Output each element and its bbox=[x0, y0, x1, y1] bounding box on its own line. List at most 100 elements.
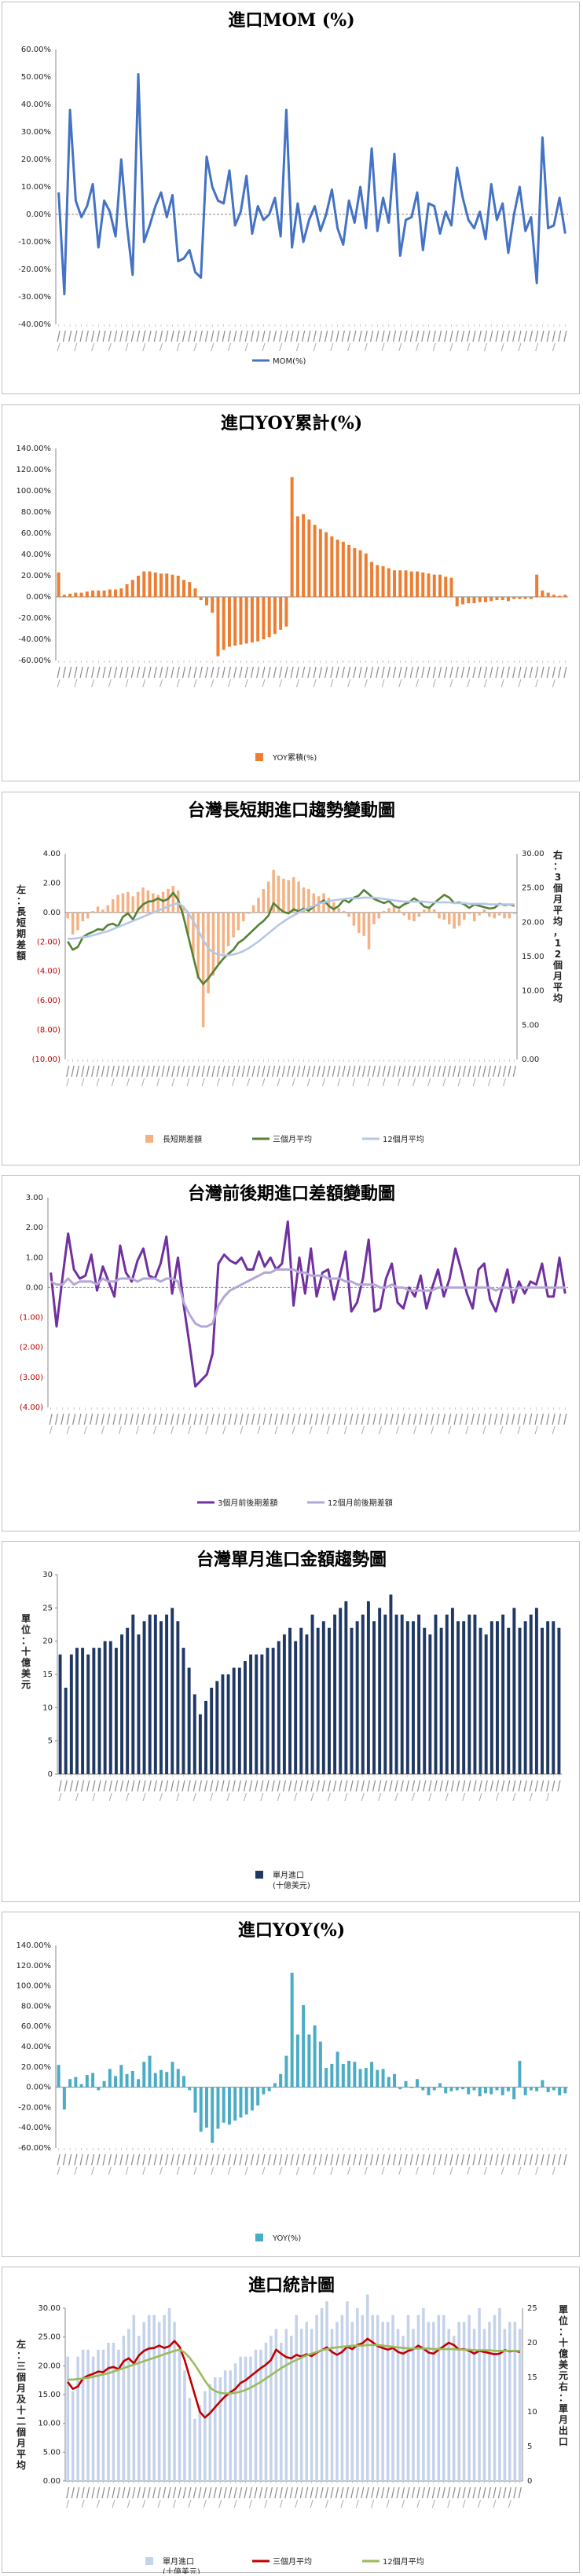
y-axis-label: 個 bbox=[16, 2371, 26, 2383]
bar bbox=[463, 912, 466, 920]
x-tick-label bbox=[211, 1065, 215, 1078]
x-tick-label bbox=[412, 1413, 417, 1425]
x-tick-label bbox=[66, 1065, 70, 1078]
x-tick-label bbox=[210, 1780, 214, 1792]
x-tick-label bbox=[192, 1792, 196, 1802]
bar bbox=[92, 1648, 96, 1774]
x-tick-label bbox=[381, 342, 385, 352]
x-tick-label bbox=[274, 2486, 278, 2499]
x-tick-label bbox=[431, 1425, 434, 1435]
x-tick-label bbox=[392, 1065, 396, 1078]
x-tick-label bbox=[240, 1413, 244, 1425]
x-tick-label bbox=[264, 2486, 268, 2499]
y-tick-label: 2.00 bbox=[26, 1224, 43, 1232]
x-tick-label bbox=[455, 2153, 459, 2166]
bar bbox=[122, 2336, 126, 2481]
x-tick-label bbox=[163, 2486, 167, 2499]
x-tick-label bbox=[271, 1780, 275, 1792]
x-tick-label bbox=[86, 2486, 90, 2499]
bar bbox=[416, 571, 420, 597]
bar bbox=[165, 2072, 169, 2088]
x-tick-label bbox=[193, 2166, 197, 2175]
y-tick-label: 60.00% bbox=[21, 529, 51, 538]
x-tick-label bbox=[507, 1780, 511, 1792]
bar bbox=[244, 2356, 248, 2481]
x-tick-label bbox=[366, 1780, 370, 1792]
bar bbox=[508, 2322, 512, 2481]
bar bbox=[148, 1614, 152, 1774]
x-tick-label bbox=[473, 1780, 477, 1792]
bar bbox=[383, 1614, 387, 1774]
bar bbox=[507, 1627, 511, 1774]
x-tick-label bbox=[188, 666, 192, 679]
bar bbox=[307, 888, 310, 913]
x-tick-label bbox=[437, 1065, 442, 1078]
x-tick-label bbox=[136, 330, 141, 342]
y2-axis-label: 平 bbox=[553, 905, 563, 916]
bar bbox=[188, 2398, 192, 2481]
y2-axis-label: 2 bbox=[555, 949, 561, 960]
y2-axis-label: 出 bbox=[559, 2424, 568, 2436]
bar bbox=[513, 2322, 517, 2481]
bar bbox=[503, 2329, 507, 2481]
y-tick-label: 40.00% bbox=[21, 2043, 51, 2051]
bar bbox=[400, 1614, 404, 1774]
bar bbox=[449, 577, 453, 597]
x-tick-label bbox=[91, 679, 95, 688]
bar bbox=[71, 912, 75, 935]
bar bbox=[467, 597, 471, 604]
x-tick-label bbox=[171, 1065, 175, 1078]
x-tick-label bbox=[198, 1780, 202, 1792]
legend-label: 三個月平均 bbox=[273, 2556, 312, 2567]
x-tick-label bbox=[472, 666, 476, 679]
x-tick-label bbox=[546, 1413, 550, 1425]
bar bbox=[74, 2077, 78, 2088]
bar bbox=[75, 1648, 79, 1774]
x-tick-label bbox=[136, 2153, 141, 2166]
x-tick-label bbox=[106, 2486, 111, 2499]
bar bbox=[416, 2314, 420, 2481]
y2-axis-label: 位 bbox=[559, 2314, 568, 2326]
x-tick-label bbox=[273, 666, 277, 679]
x-tick-label bbox=[427, 330, 431, 342]
bar bbox=[233, 2363, 237, 2481]
x-tick-label bbox=[518, 330, 522, 342]
x-tick-label bbox=[472, 1065, 476, 1078]
bar bbox=[91, 590, 95, 597]
x-tick-label bbox=[57, 679, 60, 688]
series-line bbox=[50, 1268, 566, 1328]
bar bbox=[182, 2076, 185, 2088]
bar bbox=[192, 1694, 196, 1774]
x-tick-label bbox=[460, 2153, 465, 2166]
x-tick-label bbox=[330, 2486, 334, 2499]
x-tick-label bbox=[130, 330, 134, 342]
bar bbox=[57, 572, 60, 597]
x-tick-label bbox=[204, 1780, 208, 1792]
x-tick-label bbox=[330, 330, 334, 342]
x-tick-label bbox=[478, 2499, 482, 2508]
x-tick-label bbox=[447, 2499, 451, 2508]
x-tick-label bbox=[386, 2499, 390, 2508]
x-tick-label bbox=[467, 342, 471, 352]
y-tick-label: (2.00) bbox=[20, 1344, 43, 1352]
bar bbox=[563, 2087, 567, 2094]
x-tick-label bbox=[563, 1413, 567, 1425]
bar bbox=[535, 574, 539, 597]
x-tick-label bbox=[57, 330, 60, 342]
x-tick-label bbox=[262, 342, 266, 352]
y-axis-label: 億 bbox=[21, 1656, 31, 1668]
bar bbox=[156, 895, 160, 913]
x-tick-label bbox=[500, 2166, 504, 2175]
x-tick-label bbox=[417, 1065, 421, 1078]
x-tick-label bbox=[92, 1792, 96, 1802]
x-tick-label bbox=[483, 330, 488, 342]
x-tick-label bbox=[79, 666, 83, 679]
chart-panel-trend: 台灣長短期進口趨勢變動圖 4.00 2.00 0.00 (2.00) (4.00) (6.0… bbox=[2, 792, 580, 1165]
x-tick-label bbox=[416, 342, 420, 352]
bar bbox=[490, 597, 493, 602]
x-tick-label bbox=[396, 1425, 399, 1435]
y-axis-label: ： bbox=[16, 2350, 26, 2361]
x-tick-label bbox=[132, 2486, 136, 2499]
x-tick-label bbox=[428, 1792, 432, 1802]
bar bbox=[313, 525, 317, 597]
